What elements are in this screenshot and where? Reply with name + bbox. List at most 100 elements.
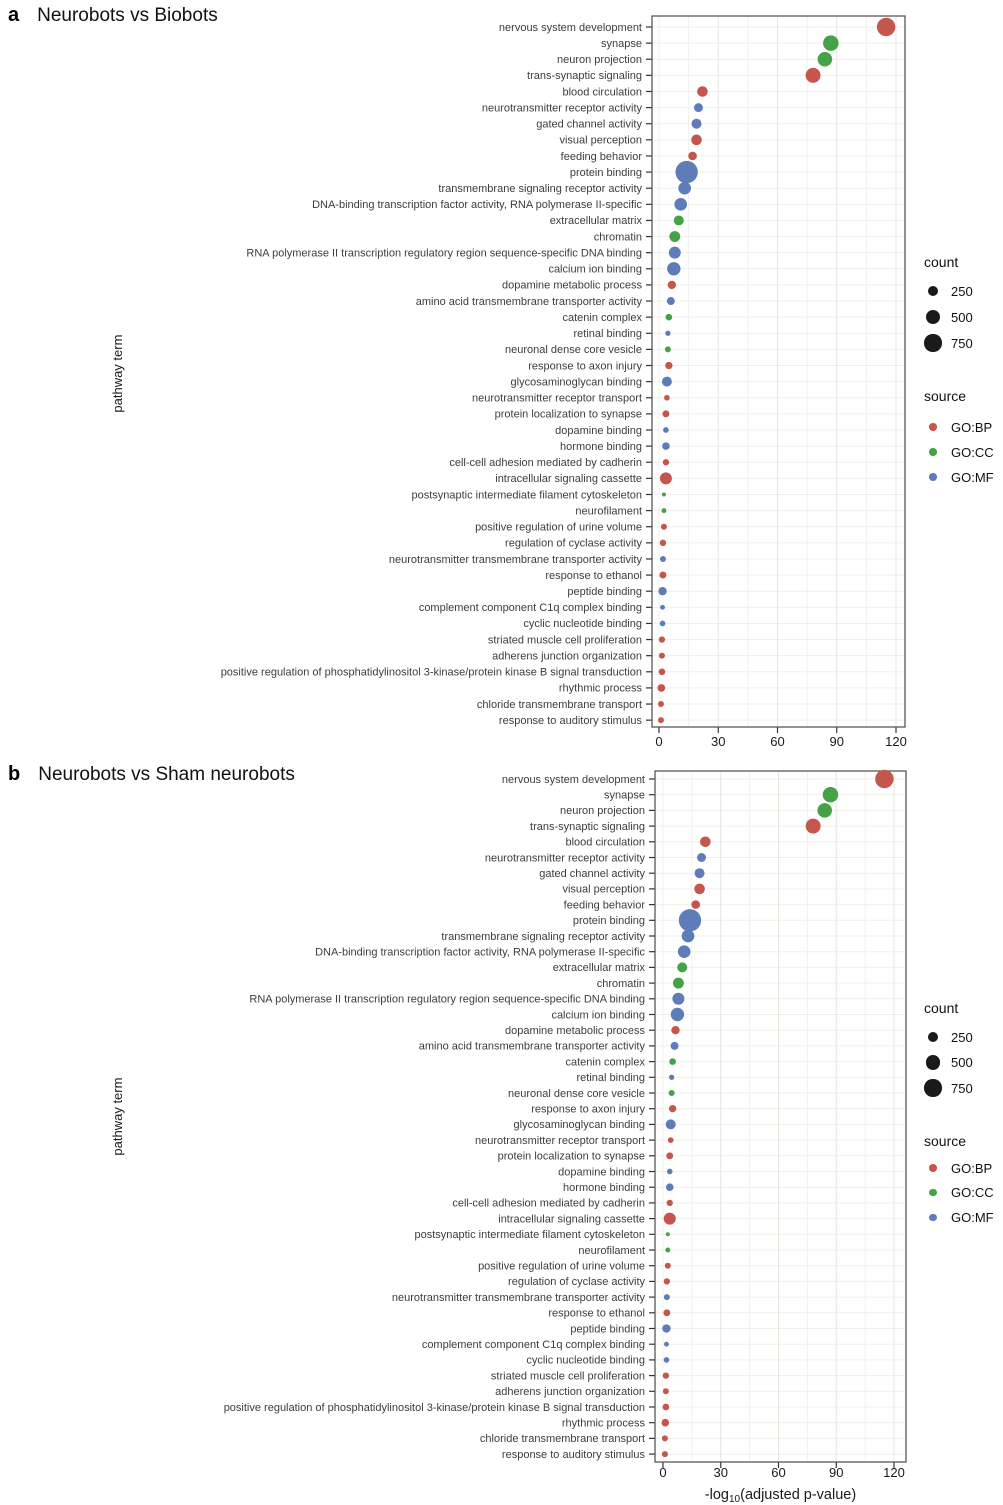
- data-point: [662, 1388, 669, 1395]
- data-point: [667, 1137, 674, 1143]
- data-point: [672, 977, 684, 989]
- term-label: neurotransmitter receptor transport: [475, 1135, 645, 1147]
- x-axis: 0 30 60 90 120: [659, 1462, 905, 1480]
- term-label: neurofilament: [578, 1245, 645, 1257]
- term-label: glycosaminoglycan binding: [511, 376, 642, 388]
- term-label: regulation of cyclase activity: [508, 1276, 645, 1288]
- panel-b-header: b Neurobots vs Sham neurobots: [8, 763, 295, 786]
- term-label: positive regulation of phosphatidylinosi…: [224, 1402, 645, 1414]
- x-tick-label: 120: [883, 1465, 905, 1480]
- term-label: cyclic nucleotide binding: [523, 618, 642, 630]
- y-axis-title: pathway term: [110, 335, 125, 413]
- term-label: rhythmic process: [562, 1418, 646, 1430]
- data-point: [694, 883, 705, 895]
- data-point: [691, 900, 701, 909]
- legend-count-item: 250: [920, 1024, 973, 1050]
- x-tick-label: 120: [885, 734, 907, 749]
- panel-a-letter: a: [8, 4, 20, 26]
- source-dot-icon: [920, 1164, 946, 1172]
- term-label: gated channel activity: [539, 868, 645, 880]
- data-point: [671, 1026, 680, 1035]
- term-label: neurotransmitter receptor transport: [472, 393, 642, 405]
- term-label: RNA polymerase II transcription regulato…: [249, 994, 645, 1006]
- term-label: DNA-binding transcription factor activit…: [315, 947, 645, 959]
- data-point: [694, 868, 705, 879]
- y-axis-title: pathway term: [110, 1078, 125, 1156]
- data-point: [875, 769, 894, 789]
- count-circle-icon: [920, 309, 946, 325]
- bubble-chart-panel-a: nervous system development synapse neuron …: [110, 15, 907, 749]
- x-tick-label: 0: [655, 734, 662, 749]
- term-label: feeding behavior: [564, 899, 646, 911]
- data-point: [668, 1090, 675, 1096]
- data-point: [669, 1074, 675, 1080]
- data-point: [669, 1058, 676, 1065]
- data-point: [661, 1435, 668, 1442]
- data-point: [672, 992, 685, 1005]
- term-label: dopamine binding: [558, 1166, 645, 1178]
- data-point: [665, 1119, 676, 1130]
- data-points: [657, 17, 896, 724]
- term-label: amino acid transmembrane transporter act…: [416, 296, 643, 308]
- term-label: adherens junction organization: [495, 1386, 645, 1398]
- data-point: [805, 67, 821, 83]
- data-point: [659, 539, 667, 547]
- term-label: dopamine binding: [555, 425, 642, 437]
- data-point: [694, 103, 703, 113]
- term-label: response to axon injury: [528, 360, 642, 372]
- legend-source-item: GO:MF: [920, 1204, 994, 1230]
- data-point: [666, 1199, 673, 1207]
- data-point: [678, 909, 702, 932]
- term-label: regulation of cyclase activity: [505, 538, 642, 550]
- term-label: neurotransmitter receptor activity: [485, 852, 646, 864]
- legend-source-label: GO:CC: [951, 1185, 994, 1201]
- data-point: [658, 652, 665, 659]
- panel-b-letter: b: [8, 763, 21, 785]
- legend-source-label: GO:MF: [951, 1209, 994, 1225]
- panel-b-title: Neurobots vs Sham neurobots: [38, 764, 295, 785]
- term-label: neurotransmitter transmembrane transport…: [389, 554, 643, 566]
- term-label: DNA-binding transcription factor activit…: [312, 199, 642, 211]
- term-label: striated muscle cell proliferation: [491, 1370, 645, 1382]
- data-point: [673, 215, 684, 226]
- data-point: [661, 1451, 668, 1458]
- plot-border: [651, 15, 906, 728]
- term-label: positive regulation of urine volume: [475, 522, 642, 534]
- x-tick-label: 0: [659, 1465, 666, 1480]
- data-point: [681, 929, 695, 943]
- legend-count-label: 500: [951, 1055, 973, 1070]
- legend-count-item: 500: [920, 1050, 973, 1076]
- term-label: complement component C1q complex binding: [422, 1339, 645, 1351]
- data-point: [660, 604, 666, 610]
- term-label: glycosaminoglycan binding: [514, 1119, 645, 1131]
- data-point: [876, 17, 896, 37]
- data-point: [668, 246, 681, 259]
- term-label: retinal binding: [577, 1072, 646, 1084]
- term-label: extracellular matrix: [550, 215, 643, 227]
- term-label: neuronal dense core vesicle: [505, 344, 642, 356]
- legend-count-label: 250: [951, 1029, 973, 1045]
- term-label: positive regulation of phosphatidylinosi…: [221, 667, 642, 679]
- data-point: [662, 1372, 670, 1379]
- term-label: intracellular signaling cassette: [498, 1213, 645, 1225]
- term-label: RNA polymerase II transcription regulato…: [246, 247, 642, 259]
- data-point: [659, 472, 672, 485]
- data-point: [667, 262, 681, 276]
- legend-count-label: 250: [951, 283, 973, 299]
- data-point: [657, 701, 664, 708]
- data-point: [677, 962, 688, 973]
- data-point: [665, 330, 671, 336]
- gridlines: [653, 17, 904, 726]
- data-point: [666, 297, 675, 306]
- legend-panel-a: count 250 500 750 source GO:BP GO:CC GO:MF: [920, 252, 1003, 512]
- term-label: catenin complex: [563, 312, 643, 324]
- term-label: cell-cell adhesion mediated by cadherin: [449, 457, 642, 469]
- term-label: visual perception: [562, 884, 645, 896]
- term-label: cyclic nucleotide binding: [526, 1355, 645, 1367]
- term-label: protein localization to synapse: [498, 1151, 645, 1163]
- plot-border: [654, 770, 907, 1463]
- x-tick-label: 30: [714, 1465, 728, 1480]
- x-tick-label: 60: [770, 734, 784, 749]
- term-label: peptide binding: [570, 1323, 645, 1335]
- x-tick-label: 60: [771, 1465, 785, 1480]
